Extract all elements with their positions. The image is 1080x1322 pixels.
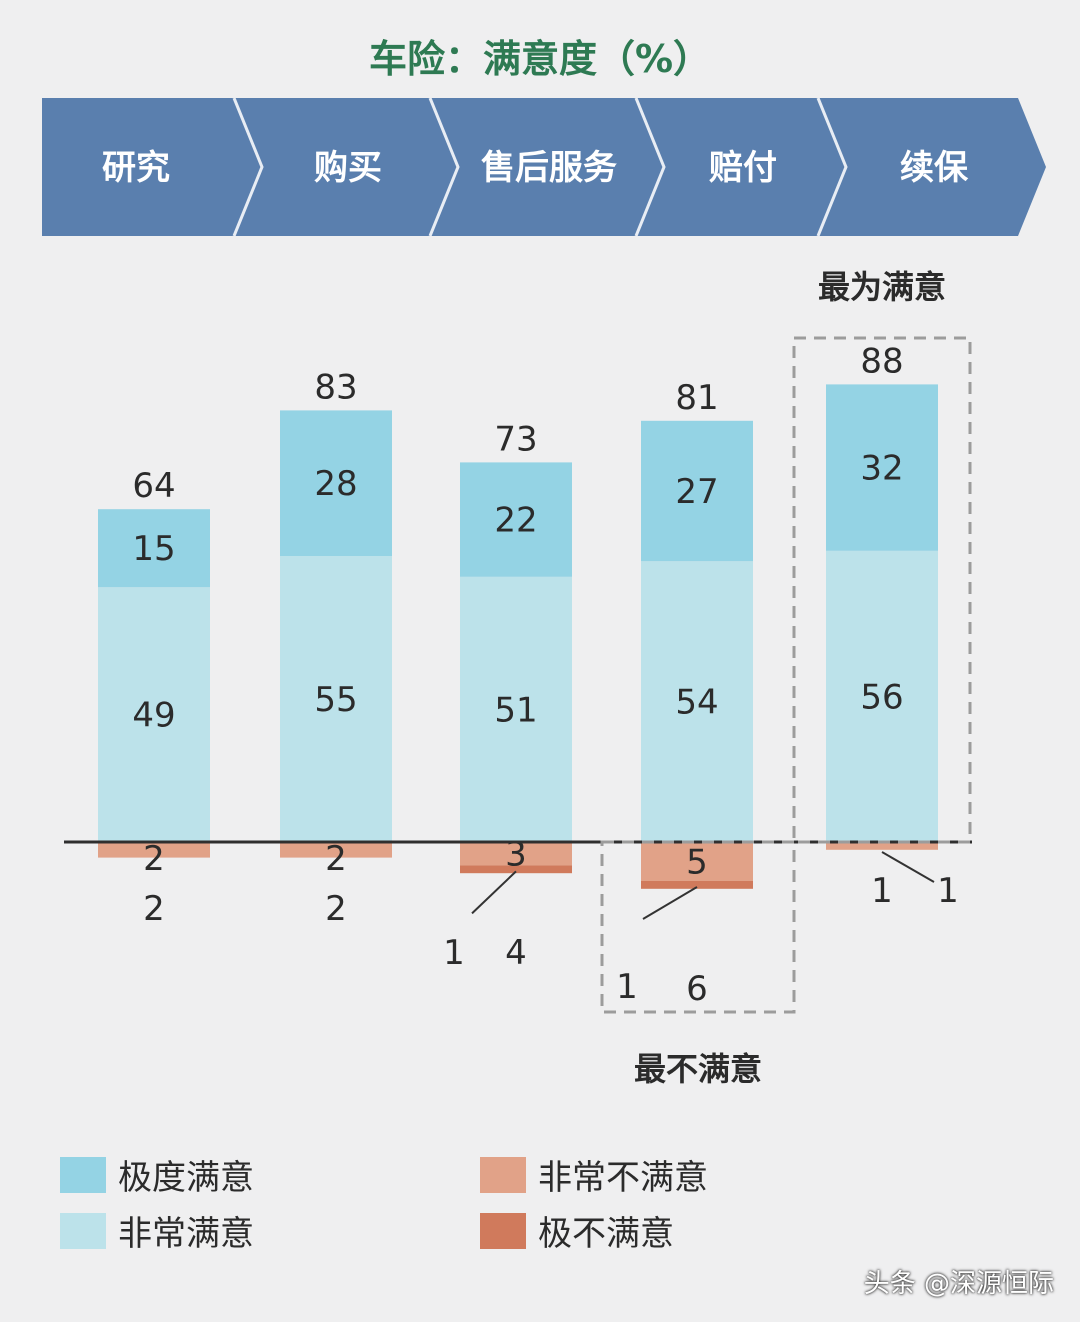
chevron-separator-1 — [232, 97, 264, 237]
label-quite-dissatisfied-3: 3 — [505, 835, 527, 875]
stage-label-2: 购买 — [314, 148, 382, 188]
label-dissatisfied-total-1: 2 — [143, 889, 165, 929]
leader-line-3 — [471, 870, 517, 915]
legend-label-quite-dissatisfied: 非常不满意 — [538, 1158, 708, 1198]
label-very-dissatisfied-4: 1 — [616, 967, 638, 1007]
process-chevron-4 — [636, 98, 846, 236]
legend-swatch-very-dissatisfied — [480, 1212, 526, 1249]
legend-label-quite-satisfied: 非常满意 — [118, 1214, 254, 1254]
stage-label-1: 研究 — [102, 148, 170, 188]
bar-quite-dissatisfied-4 — [641, 842, 753, 881]
process-chevron-1 — [42, 98, 262, 236]
chevron-separator-4 — [816, 97, 848, 237]
annotation-most-satisfied: 最为满意 — [818, 268, 946, 306]
bar-quite-satisfied-2 — [280, 556, 392, 842]
label-quite-dissatisfied-4: 5 — [686, 843, 708, 883]
label-very-satisfied-5: 32 — [860, 449, 903, 489]
label-satisfied-total-5: 88 — [860, 341, 903, 381]
stage-label-5: 续保 — [900, 148, 969, 188]
leader-line-5 — [881, 851, 935, 883]
bar-quite-satisfied-3 — [460, 576, 572, 842]
label-quite-satisfied-2: 55 — [314, 680, 357, 720]
stage-label-4: 赔付 — [709, 148, 777, 188]
bar-very-dissatisfied-3 — [460, 865, 572, 874]
highlight-box-most-satisfied — [792, 336, 972, 844]
chevron-separator-2 — [428, 97, 460, 237]
bar-very-satisfied-5 — [826, 384, 938, 551]
bar-very-satisfied-4 — [641, 420, 753, 562]
bar-quite-dissatisfied-5 — [826, 842, 938, 850]
label-satisfied-total-4: 81 — [675, 378, 718, 418]
label-dissatisfied-total-2: 2 — [325, 889, 347, 929]
leader-line-4 — [642, 886, 698, 920]
chart-title: 车险：满意度（%） — [368, 37, 712, 81]
stage-label-3: 售后服务 — [481, 148, 617, 188]
legend: 极度满意 非常满意 非常不满意 极不满意 — [60, 1150, 820, 1260]
bar-quite-dissatisfied-2 — [280, 842, 392, 858]
bar-quite-dissatisfied-3 — [460, 842, 572, 866]
label-quite-dissatisfied-5: 1 — [871, 871, 893, 911]
bar-quite-satisfied-5 — [826, 550, 938, 842]
label-quite-satisfied-5: 56 — [860, 677, 903, 717]
process-chevron-5 — [818, 98, 1046, 236]
bar-quite-satisfied-1 — [98, 587, 210, 842]
label-very-satisfied-4: 27 — [675, 472, 718, 512]
bar-very-satisfied-3 — [460, 462, 572, 577]
legend-item-very-dissatisfied: 极不满意 — [480, 1206, 674, 1255]
label-quite-dissatisfied-2: 2 — [325, 839, 347, 879]
bar-quite-satisfied-4 — [641, 561, 753, 842]
legend-label-very-satisfied: 极度满意 — [118, 1158, 254, 1198]
legend-item-quite-dissatisfied: 非常不满意 — [480, 1150, 708, 1199]
process-chevron-2 — [234, 98, 458, 236]
bar-very-dissatisfied-4 — [641, 881, 753, 889]
label-dissatisfied-total-5: 1 — [937, 871, 959, 911]
label-quite-satisfied-3: 51 — [494, 690, 537, 730]
process-chevron-3 — [430, 98, 664, 236]
label-satisfied-total-2: 83 — [314, 367, 357, 407]
label-quite-satisfied-4: 54 — [675, 683, 718, 723]
label-very-satisfied-1: 15 — [132, 529, 175, 569]
label-satisfied-total-3: 73 — [494, 419, 537, 459]
legend-swatch-quite-satisfied — [60, 1212, 106, 1249]
legend-label-very-dissatisfied: 极不满意 — [538, 1214, 674, 1254]
legend-item-quite-satisfied: 非常满意 — [60, 1206, 254, 1255]
label-very-dissatisfied-3: 1 — [443, 933, 465, 973]
watermark: 头条 @深源恒际 — [863, 1269, 1054, 1299]
legend-item-very-satisfied: 极度满意 — [60, 1150, 254, 1199]
label-very-satisfied-2: 28 — [314, 464, 357, 504]
label-very-satisfied-3: 22 — [494, 501, 537, 541]
label-dissatisfied-total-4: 6 — [686, 969, 708, 1009]
chevron-separator-3 — [634, 97, 666, 237]
label-quite-dissatisfied-1: 2 — [143, 839, 165, 879]
bar-very-satisfied-1 — [98, 509, 210, 588]
bar-quite-dissatisfied-1 — [98, 842, 210, 858]
label-dissatisfied-total-3: 4 — [505, 933, 527, 973]
bar-very-satisfied-2 — [280, 410, 392, 556]
legend-swatch-very-satisfied — [60, 1156, 106, 1193]
label-satisfied-total-1: 64 — [132, 466, 175, 506]
annotation-least-satisfied: 最不满意 — [634, 1050, 762, 1088]
label-quite-satisfied-1: 49 — [132, 696, 175, 736]
legend-swatch-quite-dissatisfied — [480, 1156, 526, 1193]
chart-svg: 研究 购买 售后服务 赔付 续保4915645528835122735427815632… — [42, 97, 1046, 1088]
